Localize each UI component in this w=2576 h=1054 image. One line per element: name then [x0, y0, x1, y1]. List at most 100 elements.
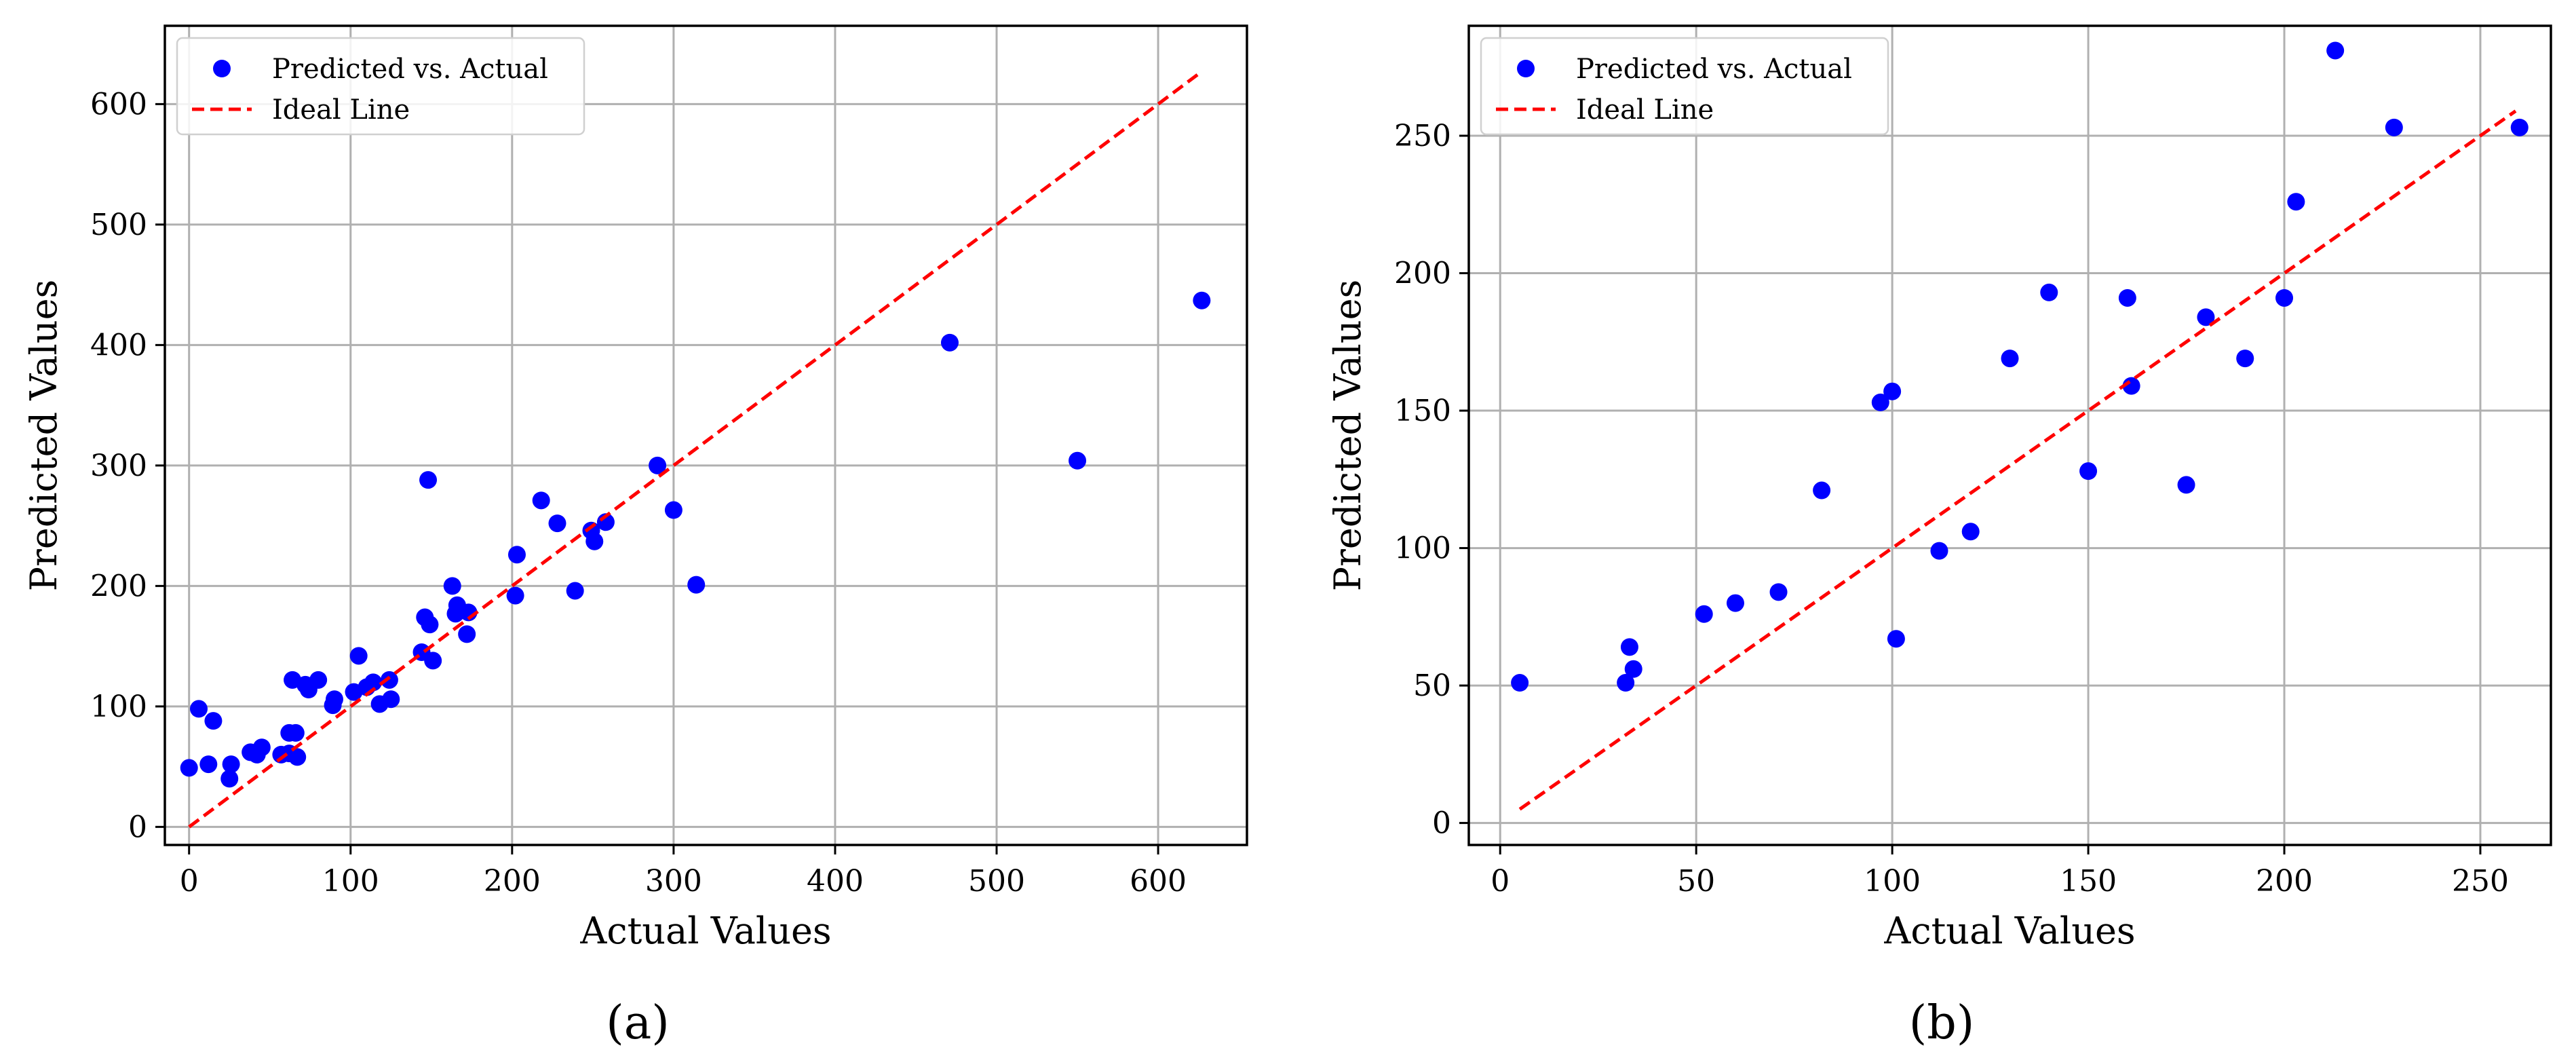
- data-point: [687, 576, 706, 594]
- x-tick-label: 150: [2060, 864, 2117, 899]
- x-tick-label: 400: [807, 864, 864, 899]
- data-point: [458, 625, 476, 643]
- legend-box: [176, 37, 585, 136]
- data-point: [2287, 193, 2305, 211]
- data-point: [2510, 118, 2529, 136]
- figure-label-a: (a): [606, 996, 670, 1050]
- data-point: [443, 577, 461, 595]
- legend-box: [1480, 37, 1889, 136]
- legend-label: Ideal Line: [272, 94, 410, 126]
- data-point: [2079, 462, 2098, 481]
- legend-label: Predicted vs. Actual: [1576, 54, 1852, 85]
- data-point: [2236, 350, 2254, 368]
- data-point: [189, 700, 208, 718]
- data-point: [309, 671, 328, 689]
- y-tick-label: 50: [1413, 669, 1451, 703]
- y-tick-label: 0: [1432, 806, 1451, 841]
- x-tick-label: 300: [645, 864, 702, 899]
- data-point: [199, 755, 218, 774]
- data-point: [532, 491, 550, 510]
- figure-label-b: (b): [1909, 996, 1975, 1050]
- data-point: [380, 671, 398, 689]
- data-point: [424, 652, 442, 670]
- x-tick-label: 100: [322, 864, 379, 899]
- data-point: [1726, 594, 1744, 612]
- plot-frame: [164, 24, 1248, 846]
- data-point: [2197, 308, 2215, 326]
- data-point: [421, 616, 439, 634]
- y-tick-label: 100: [90, 690, 147, 724]
- legend-label: Predicted vs. Actual: [272, 54, 548, 85]
- data-point: [2275, 288, 2294, 307]
- data-point: [507, 546, 526, 564]
- data-point: [286, 723, 305, 742]
- data-point: [548, 514, 566, 533]
- data-point: [204, 712, 223, 730]
- data-point: [1620, 638, 1638, 656]
- x-tick-label: 600: [1130, 864, 1187, 899]
- data-point: [220, 770, 239, 788]
- data-point: [1871, 393, 1889, 411]
- ideal-line: [1518, 109, 2517, 811]
- y-axis-label: Predicted Values: [1326, 280, 1369, 592]
- plot-frame: [1467, 24, 2552, 846]
- data-point: [1769, 583, 1788, 601]
- data-point: [1695, 605, 1713, 623]
- data-point: [222, 755, 240, 774]
- data-point: [1961, 523, 1980, 541]
- legend-label: Ideal Line: [1576, 94, 1714, 126]
- data-point: [382, 690, 400, 709]
- data-point: [1813, 481, 1831, 500]
- data-point: [252, 738, 271, 757]
- x-axis-label: Actual Values: [1883, 909, 2135, 952]
- x-tick-label: 0: [1491, 864, 1510, 899]
- x-tick-label: 500: [968, 864, 1025, 899]
- data-point: [1883, 382, 1902, 400]
- legend-marker-swatch: [1517, 60, 1535, 77]
- x-tick-label: 100: [1864, 864, 1921, 899]
- y-tick-label: 100: [1394, 531, 1451, 566]
- data-point: [1069, 451, 1087, 470]
- data-point: [585, 532, 604, 550]
- x-tick-label: 0: [180, 864, 199, 899]
- x-tick-label: 200: [484, 864, 541, 899]
- x-tick-label: 250: [2452, 864, 2509, 899]
- y-axis-label: Predicted Values: [22, 280, 65, 592]
- data-point: [1887, 630, 1905, 648]
- data-point: [506, 586, 524, 605]
- data-point: [2118, 288, 2136, 307]
- chart-b: 0 50 100 150 200 250 0 50 100 150 200 250 Actual Val…: [1326, 24, 2552, 952]
- data-point: [419, 471, 438, 489]
- data-point: [180, 759, 198, 777]
- y-tick-label: 150: [1394, 394, 1451, 428]
- data-point: [1511, 674, 1529, 692]
- data-point: [364, 673, 383, 692]
- data-point: [1930, 542, 1948, 560]
- ideal-line: [188, 70, 1203, 829]
- y-tick-label: 200: [1394, 257, 1451, 291]
- y-tick-label: 600: [90, 87, 147, 121]
- y-tick-label: 500: [90, 208, 147, 242]
- data-point: [1193, 291, 1211, 309]
- y-tick-label: 200: [90, 569, 147, 603]
- y-tick-label: 400: [90, 328, 147, 362]
- legend-marker-swatch: [213, 60, 231, 77]
- data-point: [288, 748, 307, 766]
- data-point: [2040, 283, 2058, 301]
- data-point: [1617, 674, 1635, 692]
- data-point: [2326, 41, 2345, 60]
- y-tick-label: 300: [90, 449, 147, 483]
- y-tick-label: 0: [128, 810, 147, 844]
- data-point: [349, 647, 368, 665]
- y-tick-label: 250: [1394, 119, 1451, 153]
- x-axis-label: Actual Values: [579, 909, 831, 952]
- data-point: [649, 456, 667, 474]
- data-point: [940, 333, 959, 352]
- data-point: [566, 582, 584, 600]
- data-point: [2385, 118, 2403, 136]
- data-point: [664, 501, 683, 519]
- data-point: [325, 690, 343, 709]
- chart-a: 0 100 200 300 400 500 600 0 100 200 300 400 500 600 Ac…: [22, 24, 1248, 952]
- data-point: [1624, 660, 1642, 678]
